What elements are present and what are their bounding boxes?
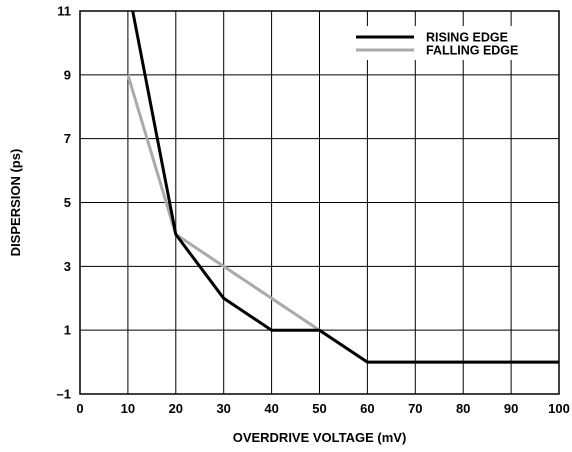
y-tick-labels: –1 1 3 5 7 9 11	[57, 4, 71, 402]
series-line-rising-edge	[131, 10, 559, 364]
x-tick-label: 30	[216, 401, 230, 416]
y-tick-label: 11	[57, 4, 71, 19]
y-tick-label: 9	[64, 67, 71, 82]
x-tick-label: 40	[264, 401, 278, 416]
x-tick-label: 80	[456, 401, 470, 416]
x-tick-label: 10	[121, 401, 135, 416]
plot-frame	[79, 10, 560, 395]
series-lines	[126, 10, 559, 364]
y-axis-label: DISPERSION (ps)	[8, 149, 23, 257]
x-tick-label: 60	[360, 401, 374, 416]
y-tick-label: –1	[57, 387, 71, 402]
y-tick-label: 5	[64, 195, 71, 210]
grid	[79, 10, 560, 395]
series-line-falling-edge	[126, 74, 559, 364]
x-tick-label: 90	[504, 401, 518, 416]
x-tick-label: 0	[76, 401, 83, 416]
x-tick-label: 50	[312, 401, 326, 416]
legend-label-falling-edge: FALLING EDGE	[426, 44, 518, 58]
x-tick-label: 20	[169, 401, 183, 416]
y-tick-label: 3	[64, 259, 71, 274]
y-tick-label: 1	[64, 323, 71, 338]
x-tick-label: 70	[408, 401, 422, 416]
x-tick-label: 100	[548, 401, 570, 416]
legend-label-rising-edge: RISING EDGE	[426, 31, 508, 45]
y-tick-label: 7	[64, 131, 71, 146]
x-tick-labels: 0 10 20 30 40 50 60 70 80 90 100	[76, 401, 569, 416]
legend-background	[350, 26, 556, 60]
x-axis-label: OVERDRIVE VOLTAGE (mV)	[233, 430, 407, 445]
